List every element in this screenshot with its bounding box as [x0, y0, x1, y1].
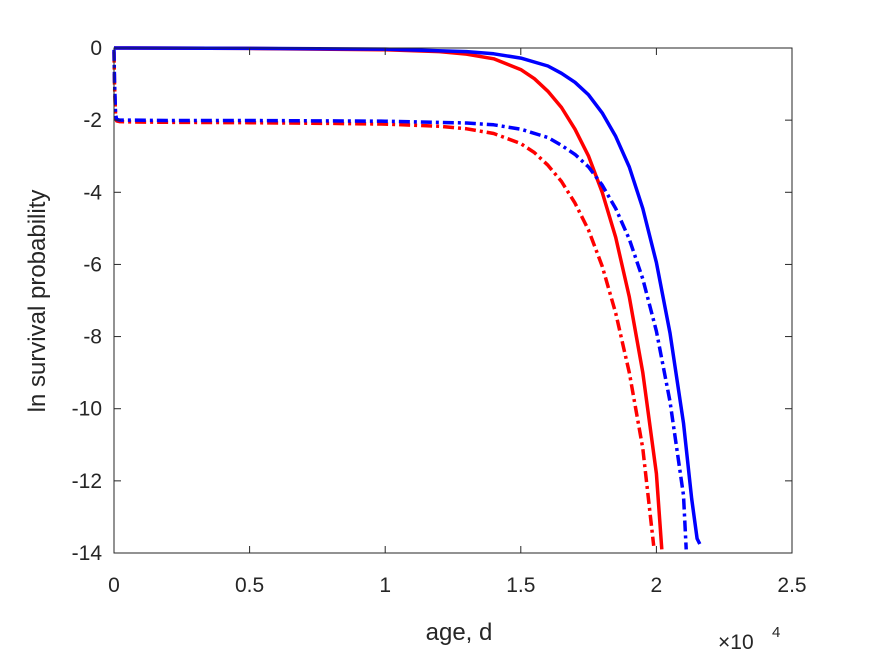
x-axis-label: age, d — [426, 619, 493, 646]
x-tick-label: 0.5 — [235, 574, 264, 597]
y-tick-label: -6 — [83, 253, 102, 276]
x-tick-labels: 0 0.5 1 1.5 2 2.5 — [108, 574, 806, 597]
y-tick-label: -4 — [83, 181, 102, 204]
axes-background — [114, 48, 792, 553]
plot-area — [112, 46, 793, 554]
y-tick-label: -8 — [83, 326, 102, 349]
y-axis-label: ln survival probability — [24, 190, 51, 413]
x-tick-label: 1 — [379, 574, 391, 597]
x-exponent-base: ×10 — [718, 631, 754, 654]
x-tick-label: 2 — [651, 574, 663, 597]
y-tick-label: -12 — [72, 470, 102, 493]
x-axis-exponent: ×10 4 — [718, 624, 780, 654]
x-tick-label: 2.5 — [777, 574, 806, 597]
x-tick-label: 1.5 — [506, 574, 535, 597]
series-line-2-solid — [113, 46, 702, 545]
y-tick-label: -2 — [83, 109, 102, 132]
y-tick-label: -14 — [72, 542, 103, 565]
x-tick-label: 0 — [108, 574, 120, 597]
y-tick-labels: 0 -2 -4 -6 -8 -10 -12 -14 — [72, 37, 103, 565]
y-tick-label: -10 — [72, 398, 102, 421]
x-exponent-power: 4 — [772, 624, 780, 641]
y-tick-label: 0 — [90, 37, 102, 60]
axes-box — [113, 47, 793, 554]
